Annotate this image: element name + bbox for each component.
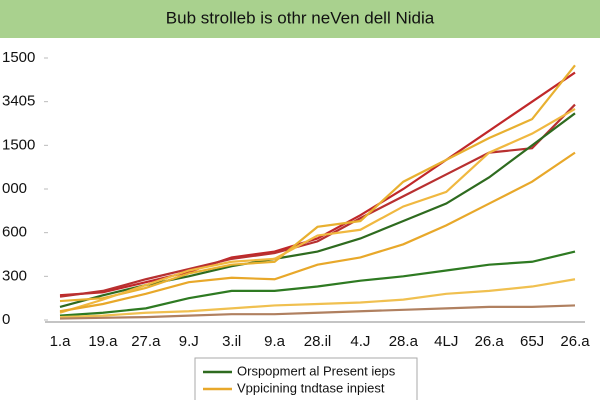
series-line xyxy=(59,151,576,313)
series-line xyxy=(59,107,576,314)
x-tick-label: 26.a xyxy=(475,333,505,350)
x-tick-label: 28.a xyxy=(389,333,419,350)
x-tick-label: 4.J xyxy=(350,333,370,350)
legend-label: Vppicining tndtase inpiest xyxy=(237,380,385,395)
x-tick-label: 65J xyxy=(520,333,544,350)
y-tick-label: 1500 xyxy=(2,136,35,153)
title-band xyxy=(0,0,600,38)
y-tick-label: 3405 xyxy=(2,93,35,110)
y-tick-label: 600 xyxy=(2,224,27,241)
x-tick-label: 26.a xyxy=(560,333,590,350)
series-line xyxy=(59,250,576,317)
x-tick-label: 28.il xyxy=(304,333,332,350)
x-tick-label: 27.a xyxy=(131,333,161,350)
x-tick-label: 1.a xyxy=(50,333,72,350)
y-tick-label: 000 xyxy=(2,180,27,197)
y-tick-label: 0 xyxy=(2,311,10,328)
y-tick-label: 300 xyxy=(2,267,27,284)
x-tick-label: 4LJ xyxy=(434,333,458,350)
x-tick-label: 9.a xyxy=(264,333,286,350)
legend-label: Orspopmert al Present ieps xyxy=(237,363,396,378)
x-tick-label: 3.il xyxy=(222,333,241,350)
series-line xyxy=(59,304,576,320)
x-tick-label: 9.J xyxy=(179,333,199,350)
x-tick-label: 19.a xyxy=(88,333,118,350)
legend xyxy=(194,357,418,400)
y-tick-label: 1500 xyxy=(2,49,35,66)
series-line xyxy=(59,278,576,319)
chart-title: Bub strolleb is othr neVen dell Nidia xyxy=(166,8,435,27)
series-line xyxy=(59,64,576,303)
series-line xyxy=(59,112,576,308)
series-line xyxy=(59,71,576,297)
